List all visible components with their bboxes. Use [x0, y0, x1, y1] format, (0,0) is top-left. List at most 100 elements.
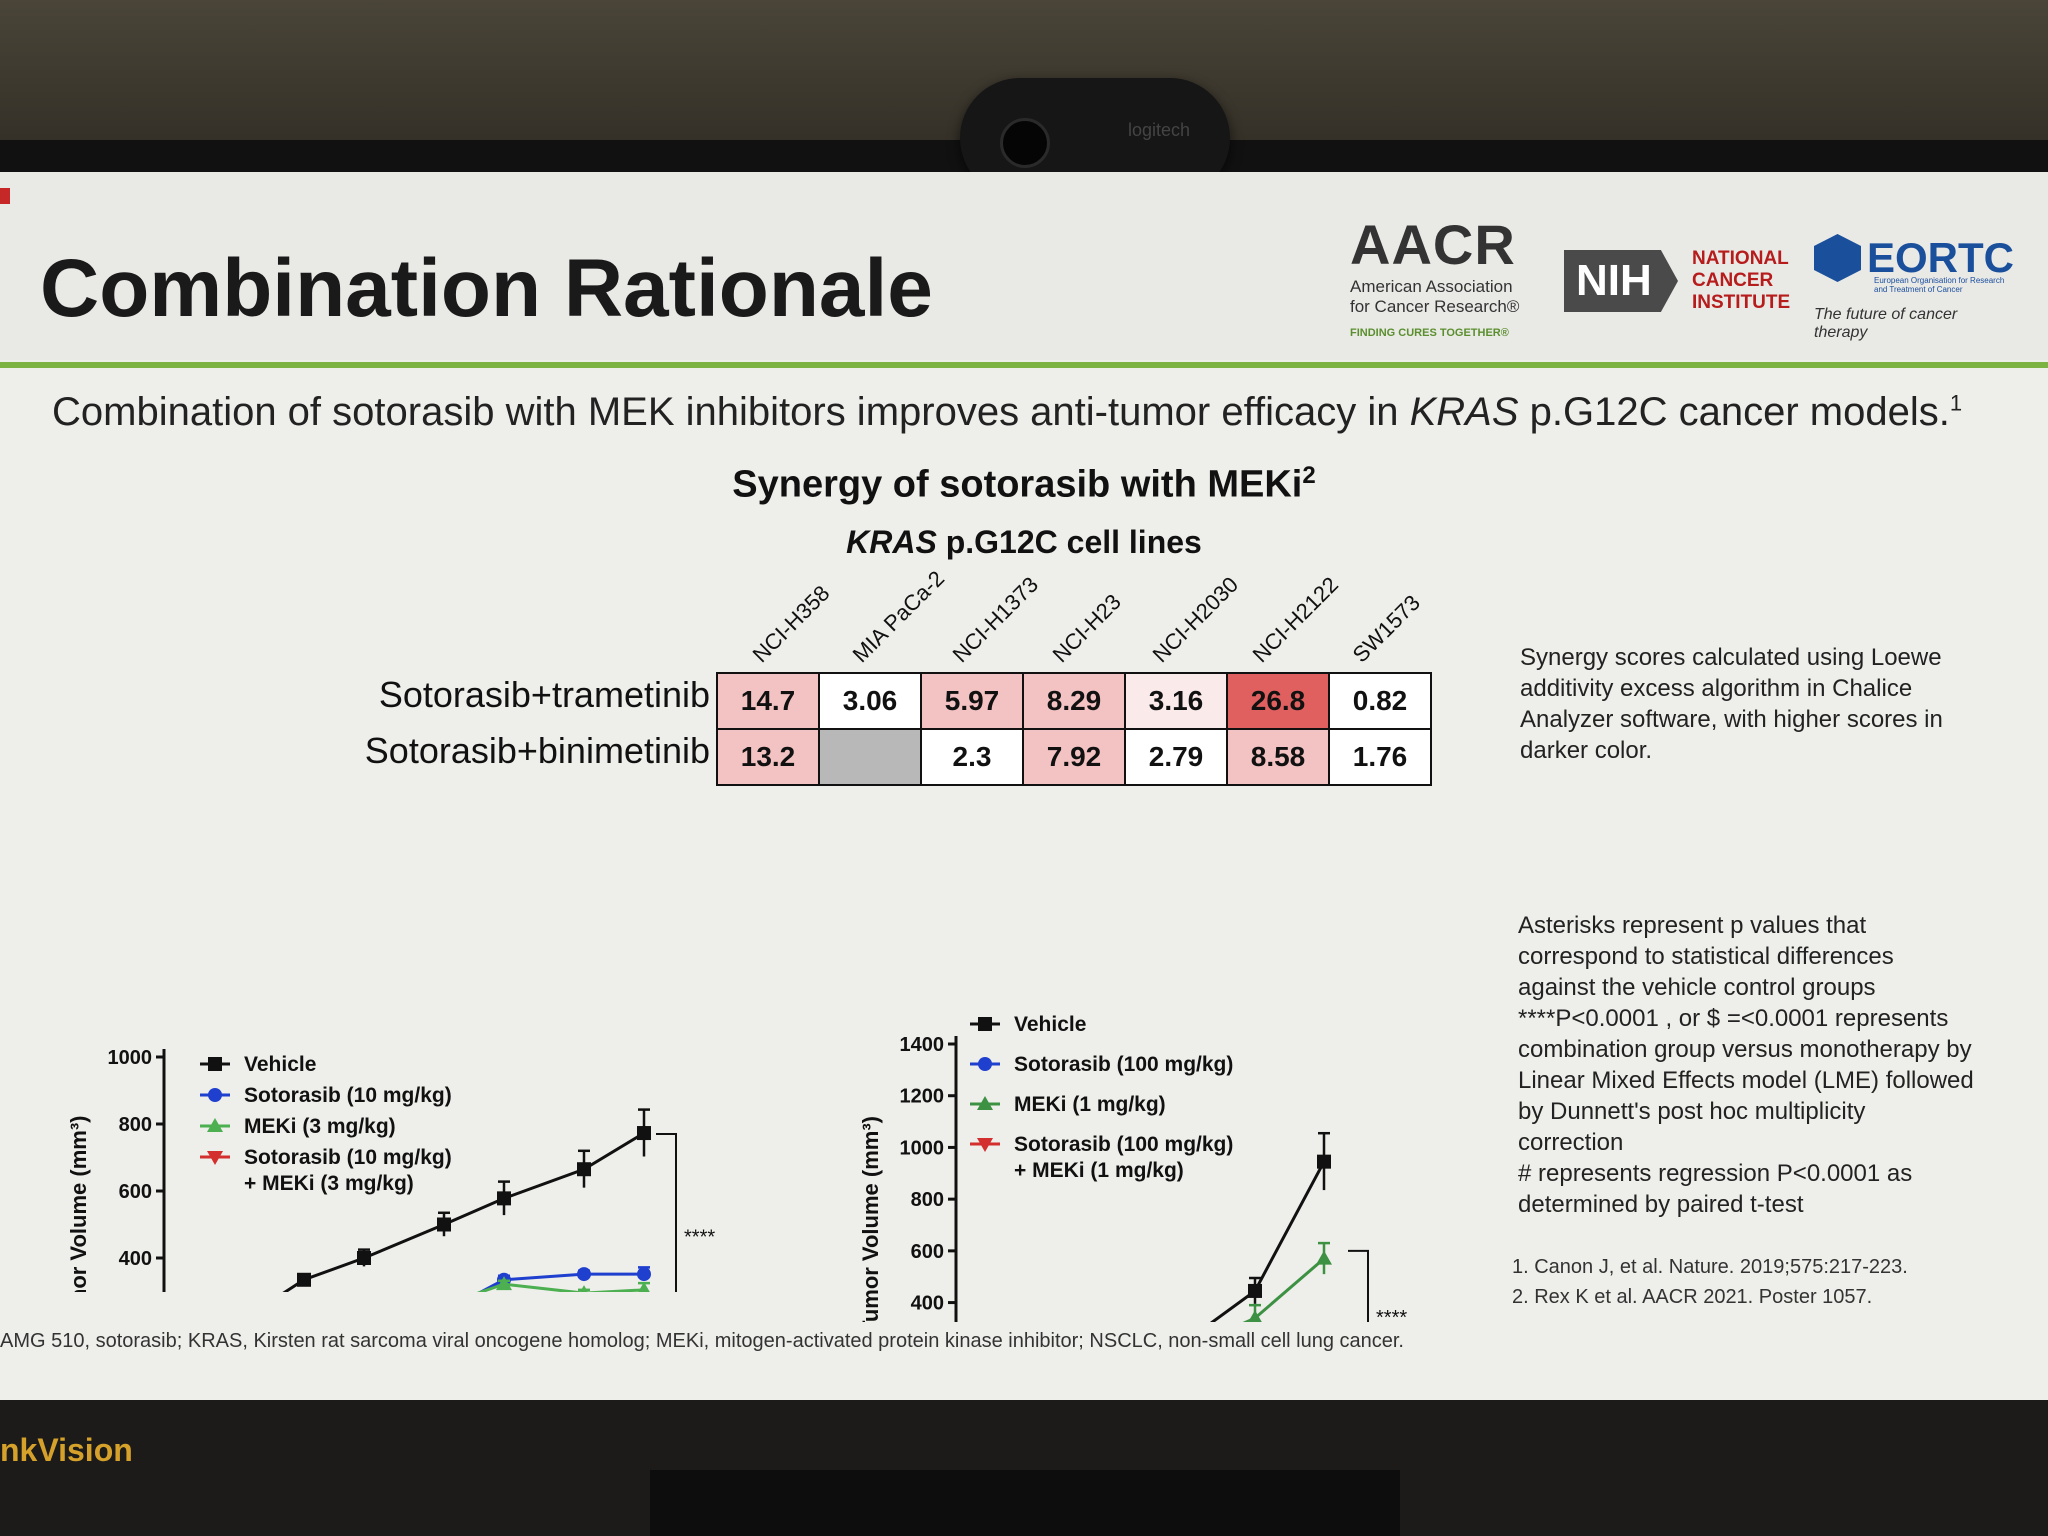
synergy-cell: 1.76 [1328, 728, 1432, 786]
synergy-table: 14.7 3.06 5.97 8.29 3.16 26.8 0.82 13.2 2.3 7.92 2… [716, 672, 1432, 786]
y-tick-label: 1000 [108, 1047, 153, 1069]
y-tick-label: 600 [119, 1181, 152, 1203]
data-point [497, 1191, 511, 1206]
legend-label: Vehicle [1014, 1013, 1086, 1036]
slide-subtitle: Combination of sotorasib with MEK inhibi… [52, 390, 1963, 434]
data-point [1248, 1310, 1262, 1322]
synergy-row-label: Sotorasib+binimetinib [364, 730, 710, 771]
synergy-column-header: MIA PaCa-2 [847, 565, 950, 668]
data-point [638, 1281, 650, 1292]
data-point [1316, 1250, 1332, 1265]
y-tick-label: 1400 [900, 1034, 945, 1056]
stats-note: Asterisks represent p values that corresp… [1518, 910, 2018, 1220]
legend-label: Sotorasib (10 mg/kg) [244, 1084, 452, 1107]
nih-nci-logo: NIH NATIONAL CANCER INSTITUTE [1564, 248, 1790, 314]
stats-note-line: correction [1518, 1129, 1624, 1156]
synergy-title: Synergy of sotorasib with MEKi2 [732, 462, 1316, 506]
nci-text: NATIONAL CANCER INSTITUTE [1692, 248, 1791, 313]
synergy-row-label: Sotorasib+trametinib [378, 674, 710, 715]
legend-label: Vehicle [244, 1053, 316, 1076]
legend-label: Sotorasib (10 mg/kg) [244, 1146, 452, 1169]
synergy-cell: 5.97 [920, 672, 1024, 730]
data-point [1248, 1283, 1262, 1298]
synergy-cell: 7.92 [1022, 728, 1126, 786]
aacr-logo: AACR American Association for Cancer Res… [1350, 212, 1519, 339]
synergy-column-header: NCI-H2122 [1247, 571, 1344, 668]
synergy-cell: 0.82 [1328, 672, 1432, 730]
data-point [357, 1251, 371, 1265]
legend-label: Sotorasib (100 mg/kg) [1014, 1053, 1233, 1076]
synergy-cell: 13.2 [716, 728, 820, 786]
y-axis-label: Tumor Volume (mm³) [858, 1116, 883, 1322]
y-tick-label: 600 [911, 1241, 944, 1263]
stats-note-line: ****P<0.0001 , or $ =<0.0001 represents [1518, 1005, 1949, 1032]
cell-lines-title: KRAS p.G12C cell lines [846, 524, 1202, 560]
y-tick-label: 400 [119, 1248, 152, 1270]
stats-note-line: determined by paired t-test [1518, 1191, 1804, 1218]
series-line [1209, 1160, 1326, 1322]
synergy-cell: 26.8 [1226, 672, 1330, 730]
synergy-cell: 8.29 [1022, 672, 1126, 730]
ll2-chart: 0200400600800100012001400510152025Days a… [858, 1013, 1407, 1322]
data-point [496, 1276, 512, 1291]
data-point [297, 1272, 311, 1287]
y-tick-label: 800 [119, 1114, 152, 1136]
aacr-tagline: FINDING CURES TOGETHER® [1350, 327, 1509, 339]
synergy-column-header: SW1573 [1347, 589, 1425, 668]
legend-marker [978, 1017, 992, 1031]
synergy-column-header: NCI-H23 [1047, 589, 1126, 668]
slide: Combination Rationale AACR American Asso… [0, 172, 2048, 1400]
synergy-column-header: NCI-H1373 [947, 571, 1044, 668]
synergy-cell: 14.7 [716, 672, 820, 730]
stats-note-line: # represents regression P<0.0001 as [1518, 1160, 1913, 1187]
stats-note-line: Linear Mixed Effects model (LME) followe… [1518, 1067, 1974, 1094]
y-tick-label: 400 [911, 1293, 944, 1315]
synergy-cell [818, 728, 922, 786]
reference-item: 1. Canon J, et al. Nature. 2019;575:217-… [1512, 1256, 1908, 1278]
stats-note-line: against the vehicle control groups [1518, 974, 1876, 1001]
legend-marker [978, 1057, 992, 1071]
significance-bracket [1348, 1249, 1369, 1322]
aacr-line1: American Association [1350, 277, 1513, 296]
y-tick-label: 800 [911, 1189, 944, 1211]
legend-marker [977, 1096, 993, 1110]
synergy-cell: 3.16 [1124, 672, 1228, 730]
legend-label: MEKi (1 mg/kg) [1014, 1093, 1166, 1116]
bottom-brand: nkVision [0, 1432, 133, 1468]
legend-marker [977, 1138, 993, 1152]
synergy-row: 13.2 2.3 7.92 2.79 8.58 1.76 [716, 728, 1432, 786]
crc-pdx-chart: 02004006008001000253035404550Days after … [66, 1047, 715, 1292]
synergy-cell: 2.3 [920, 728, 1024, 786]
eortc-mark: EORTC [1867, 234, 2014, 281]
synergy-cell: 2.79 [1124, 728, 1228, 786]
slide-title: Combination Rationale [40, 243, 933, 334]
synergy-column-header: NCI-H358 [747, 580, 835, 668]
synergy-cell: 3.06 [818, 672, 922, 730]
legend-label: + MEKi (1 mg/kg) [1014, 1159, 1184, 1182]
header-tag [0, 188, 10, 204]
stats-note-line: Asterisks represent p values that [1518, 912, 1867, 939]
stats-note-line: combination group versus monotherapy by [1518, 1036, 1972, 1063]
stats-note-line: by Dunnett's post hoc multiplicity [1518, 1098, 1866, 1125]
legend-marker [208, 1088, 222, 1102]
data-point [580, 1285, 588, 1292]
eortc-small: European Organisation for Research and T… [1874, 276, 2005, 294]
references: 1. Canon J, et al. Nature. 2019;575:217-… [1512, 1252, 1908, 1312]
data-point [1317, 1154, 1331, 1169]
y-tick-label: 1200 [900, 1086, 945, 1108]
stats-note-line: correspond to statistical differences [1518, 943, 1894, 970]
webcam-lens [1000, 118, 1050, 168]
legend-label: Sotorasib (100 mg/kg) [1014, 1133, 1233, 1156]
eortc-motto: The future of cancer therapy [1814, 306, 1958, 341]
webcam-brand: logitech [1127, 120, 1190, 140]
synergy-row: 14.7 3.06 5.97 8.29 3.16 26.8 0.82 [716, 672, 1432, 730]
legend-marker [207, 1118, 223, 1132]
slide-footer: AMG 510, sotorasib; KRAS, Kirsten rat sa… [0, 1330, 1404, 1352]
aacr-line2: for Cancer Research® [1350, 297, 1520, 316]
legend-label: MEKi (3 mg/kg) [244, 1115, 396, 1138]
legend-label: + MEKi (3 mg/kg) [244, 1172, 414, 1195]
significance-label: **** [684, 1226, 715, 1248]
significance-bracket [656, 1133, 677, 1292]
synergy-cell: 8.58 [1226, 728, 1330, 786]
monitor-stand [650, 1470, 1400, 1536]
